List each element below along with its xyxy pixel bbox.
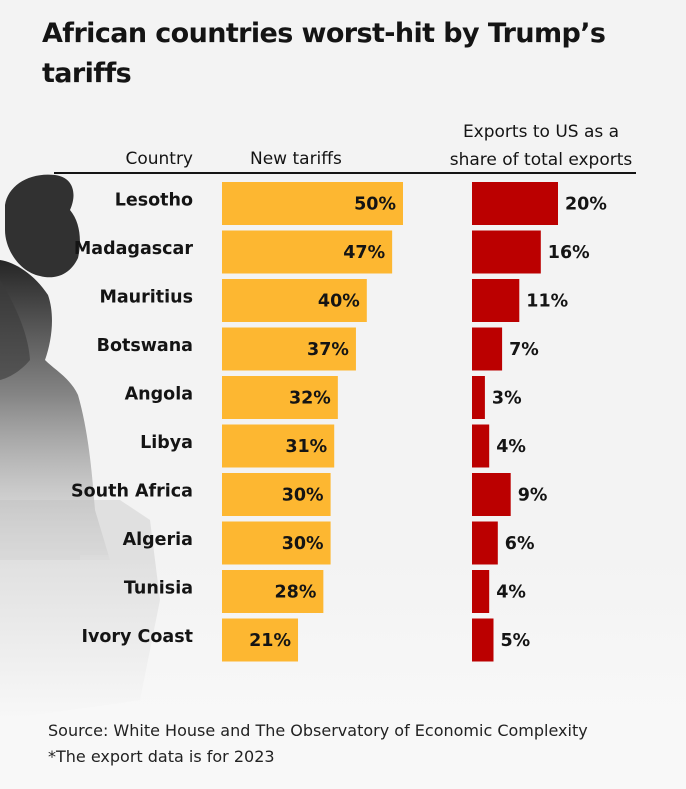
tariff-bar <box>222 570 324 613</box>
export-share-value-label: 20% <box>565 195 607 215</box>
export-share-value-label: 6% <box>505 534 535 554</box>
tariff-bar <box>222 618 299 662</box>
country-label: Angola <box>125 385 193 405</box>
tariff-value-label: 47% <box>343 243 385 263</box>
export-share-bar <box>472 521 498 565</box>
tariff-bar <box>222 279 367 322</box>
country-label: Algeria <box>123 530 193 550</box>
background-fade <box>0 560 686 789</box>
export-share-bar <box>472 327 503 371</box>
export-share-value-label: 11% <box>526 292 568 312</box>
country-label: South Africa <box>71 482 193 502</box>
export-share-bar <box>472 473 511 516</box>
tariff-bar <box>222 376 338 419</box>
export-share-bar <box>472 376 485 419</box>
tariff-bar <box>222 230 393 274</box>
export-share-value-label: 3% <box>492 389 522 409</box>
export-share-bar <box>472 424 490 468</box>
export-share-value-label: 5% <box>501 631 531 651</box>
export-share-bar <box>472 618 494 662</box>
country-label: Tunisia <box>124 579 193 599</box>
tariff-value-label: 30% <box>282 486 324 506</box>
export-share-bar <box>472 279 520 322</box>
country-label: Libya <box>140 433 193 453</box>
tariff-bar <box>222 327 356 371</box>
country-label: Mauritius <box>99 288 193 308</box>
tariff-bar <box>222 424 335 468</box>
country-label: Ivory Coast <box>81 627 193 647</box>
tariff-bar <box>222 182 403 225</box>
column-header-country: Country <box>125 149 193 169</box>
tariff-value-label: 50% <box>354 195 396 215</box>
header-rule <box>54 172 636 174</box>
export-share-value-label: 4% <box>496 437 526 457</box>
chart-footer: Source: White House and The Observatory … <box>48 718 588 770</box>
tariff-value-label: 32% <box>289 389 331 409</box>
tariff-bar <box>222 473 331 516</box>
source-note: Source: White House and The Observatory … <box>48 721 588 740</box>
column-header-exports-line1: Exports to US as a <box>462 122 620 142</box>
tariff-value-label: 40% <box>318 292 360 312</box>
tariff-value-label: 30% <box>282 534 324 554</box>
tariff-value-label: 21% <box>249 631 291 651</box>
tariff-value-label: 31% <box>285 437 327 457</box>
tariff-value-label: 37% <box>307 340 349 360</box>
export-share-bar <box>472 570 490 613</box>
export-share-value-label: 16% <box>548 243 590 263</box>
column-header-exports: Exports to US as a share of total export… <box>432 118 650 174</box>
column-header-exports-line2: share of total exports <box>449 150 633 170</box>
tariff-bar <box>222 521 331 565</box>
country-label: Lesotho <box>115 191 193 211</box>
column-header-tariffs: New tariffs <box>250 149 342 169</box>
country-label: Botswana <box>97 336 193 356</box>
country-label: Madagascar <box>74 239 193 259</box>
chart-title: African countries worst-hit by Trump’s t… <box>42 18 606 89</box>
tariff-value-label: 28% <box>274 583 316 603</box>
export-share-bar <box>472 230 541 274</box>
export-share-value-label: 9% <box>518 486 548 506</box>
export-year-note: *The export data is for 2023 <box>48 747 275 766</box>
export-share-value-label: 7% <box>509 340 539 360</box>
export-share-bar <box>472 182 558 225</box>
export-share-value-label: 4% <box>496 583 526 603</box>
